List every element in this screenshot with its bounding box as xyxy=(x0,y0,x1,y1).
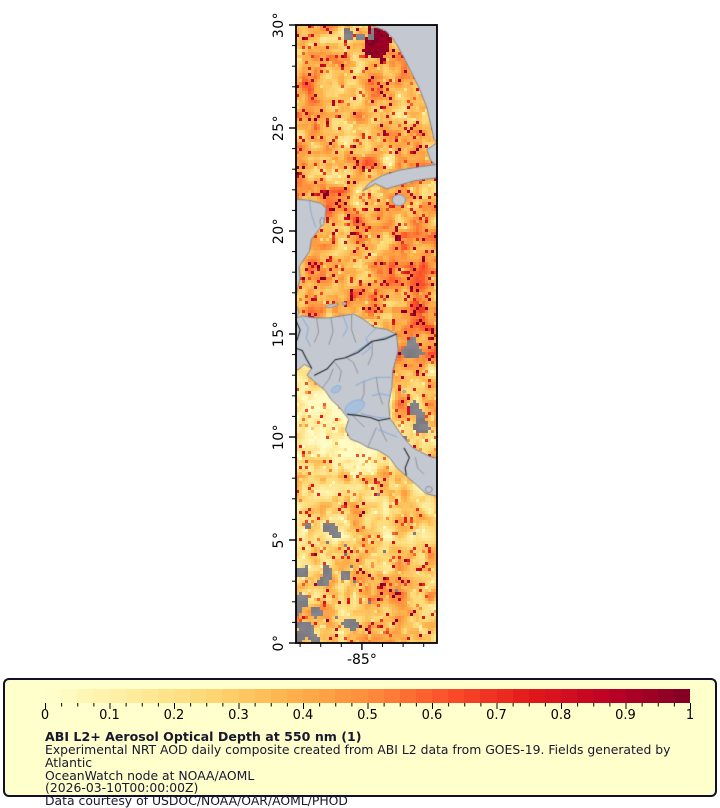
colorbar-segment xyxy=(383,689,400,703)
colorbar-segment xyxy=(528,689,545,703)
colorbar-tick-label: 0.2 xyxy=(163,708,185,723)
colorbar-segment xyxy=(544,689,561,703)
map-land-overlay xyxy=(296,25,437,643)
caption-line: OceanWatch node at NOAA/AOML xyxy=(45,767,255,783)
colorbar-segment xyxy=(286,689,303,703)
colorbar-segment xyxy=(657,689,674,703)
caption-title: ABI L2+ Aerosol Optical Depth at 550 nm … xyxy=(45,729,362,744)
colorbar-tick-label: 0.5 xyxy=(357,708,378,723)
colorbar-segment xyxy=(673,689,690,703)
colorbar-segment xyxy=(45,689,62,703)
y-axis-tick-label: 20° xyxy=(271,217,287,245)
colorbar-tick-label: 0.9 xyxy=(615,708,636,723)
colorbar-segment xyxy=(512,689,529,703)
colorbar-segment xyxy=(464,689,481,703)
colorbar-segment xyxy=(593,689,610,703)
colorbar-segment xyxy=(254,689,271,703)
colorbar-segment xyxy=(93,689,110,703)
colorbar-tick-label: 0.1 xyxy=(99,708,120,723)
colorbar-tick-labels: 0 0.1 0.2 0.3 0.4 0.5 0.6 0.7 0.8 0.9 1 xyxy=(41,708,695,724)
colorbar-tick-label: 0.8 xyxy=(550,708,572,723)
y-axis-tick-label: 25° xyxy=(271,114,287,142)
colorbar-segment xyxy=(577,689,594,703)
colorbar-panel: 0 0.1 0.2 0.3 0.4 0.5 0.6 0.7 0.8 0.9 1 ABI L2+ Ae… xyxy=(3,678,717,807)
colorbar-segment xyxy=(641,689,658,703)
colorbar-segment xyxy=(190,689,207,703)
colorbar-segment xyxy=(496,689,513,703)
x-axis-tick-label: -85° xyxy=(346,652,377,668)
colorbar-ticks xyxy=(45,703,691,709)
colorbar-segment xyxy=(270,689,287,703)
colorbar-segment xyxy=(432,689,449,703)
colorbar-segment xyxy=(351,689,368,703)
caption-line: (2026-03-10T00:00:00Z) xyxy=(45,780,199,796)
caption-line: Data courtesy of USDOC/NOAA/OAR/AOML/PHO… xyxy=(45,793,348,808)
colorbar-segment xyxy=(141,689,158,703)
colorbar-segment xyxy=(319,689,336,703)
colorbar-segment xyxy=(448,689,465,703)
y-axis-tick-label: 0° xyxy=(271,634,287,652)
colorbar-segment xyxy=(415,689,432,703)
map-figure: 30° 25° 20° 15° 10° 5° 0° -85° xyxy=(271,11,438,668)
y-axis-tick-label: 15° xyxy=(271,320,287,348)
caption: ABI L2+ Aerosol Optical Depth at 550 nm … xyxy=(45,730,715,808)
colorbar-segment xyxy=(399,689,416,703)
colorbar-tick-label: 0.4 xyxy=(292,708,314,723)
colorbar-segment xyxy=(335,689,352,703)
colorbar-tick-label: 0.7 xyxy=(486,708,507,723)
colorbar-tick-label: 0 xyxy=(40,708,50,723)
colorbar-segment xyxy=(174,689,191,703)
y-axis-tick-label: 5° xyxy=(271,531,287,549)
colorbar-segment xyxy=(206,689,223,703)
colorbar-segment xyxy=(367,689,384,703)
colorbar-segment xyxy=(238,689,255,703)
colorbar-segment xyxy=(609,689,626,703)
colorbar-segment xyxy=(625,689,642,703)
colorbar-segment xyxy=(222,689,239,703)
colorbar-segment xyxy=(109,689,126,703)
colorbar-segment xyxy=(61,689,78,703)
colorbar-segment xyxy=(125,689,142,703)
colorbar-tick-label: 0.6 xyxy=(421,708,443,723)
colorbar-segment xyxy=(480,689,497,703)
colorbar-gradient xyxy=(45,689,690,703)
colorbar-segment xyxy=(77,689,94,703)
caption-line: Experimental NRT AOD daily composite cre… xyxy=(45,742,671,770)
y-axis-tick-label: 30° xyxy=(271,11,287,39)
colorbar-segment xyxy=(561,689,578,703)
colorbar-segment xyxy=(303,689,320,703)
colorbar-tick-label: 0.3 xyxy=(228,708,249,723)
colorbar-segment xyxy=(157,689,174,703)
y-axis-tick-label: 10° xyxy=(271,423,287,451)
colorbar-tick-label: 1 xyxy=(685,708,695,723)
